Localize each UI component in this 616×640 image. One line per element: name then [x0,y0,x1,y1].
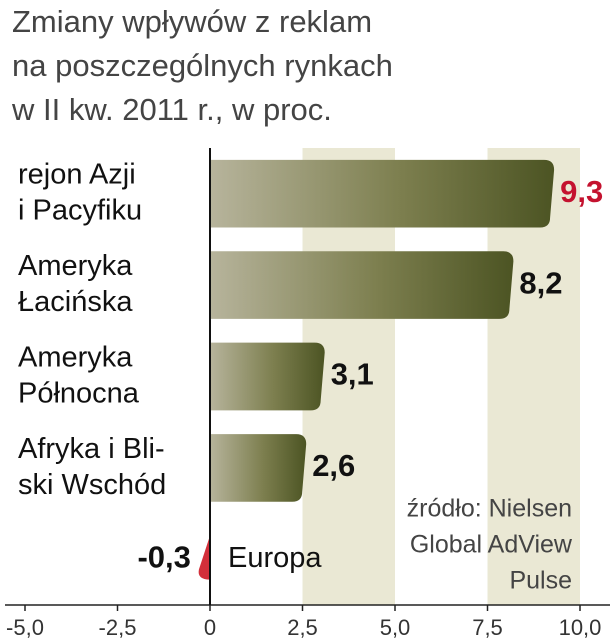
plot: Zmiany wpływów z reklam na poszczególnych… [5,4,610,640]
bar [210,342,325,411]
x-tick-label: -2,5 [99,615,137,640]
bar [198,535,210,580]
value-label: 2,6 [312,448,355,483]
x-tick-label: 10,0 [559,615,602,640]
x-tick-label: 5,0 [380,615,411,640]
source-note: Pulse [509,567,572,595]
value-label: -0,3 [137,539,190,574]
category-label: Europa [228,542,322,574]
x-tick-label: 2,5 [287,615,318,640]
x-tick-label: -5,0 [6,615,44,640]
source-note: źródło: Nielsen [407,495,572,523]
value-label: 8,2 [519,265,562,300]
x-tick-label: 0 [204,615,216,640]
chart-title: Zmiany wpływów z reklam [12,4,372,39]
bar [210,159,555,228]
category-label: rejon Azji i Pacyfiku [18,158,142,226]
source-note: Global AdView [410,531,573,559]
category-label: Ameryka Północna [18,341,140,409]
category-label: Afryka i Bli-ski Wschód [18,433,166,501]
bar [210,251,514,319]
category-label: Ameryka Łacińska [18,250,133,318]
x-tick-label: 7,5 [472,615,503,640]
chart-title: na poszczególnych rynkach [12,48,393,83]
value-label: 9,3 [560,174,603,209]
value-label: 3,1 [331,357,374,392]
chart-title: w II kw. 2011 r., w proc. [11,92,332,127]
bar [210,434,307,502]
